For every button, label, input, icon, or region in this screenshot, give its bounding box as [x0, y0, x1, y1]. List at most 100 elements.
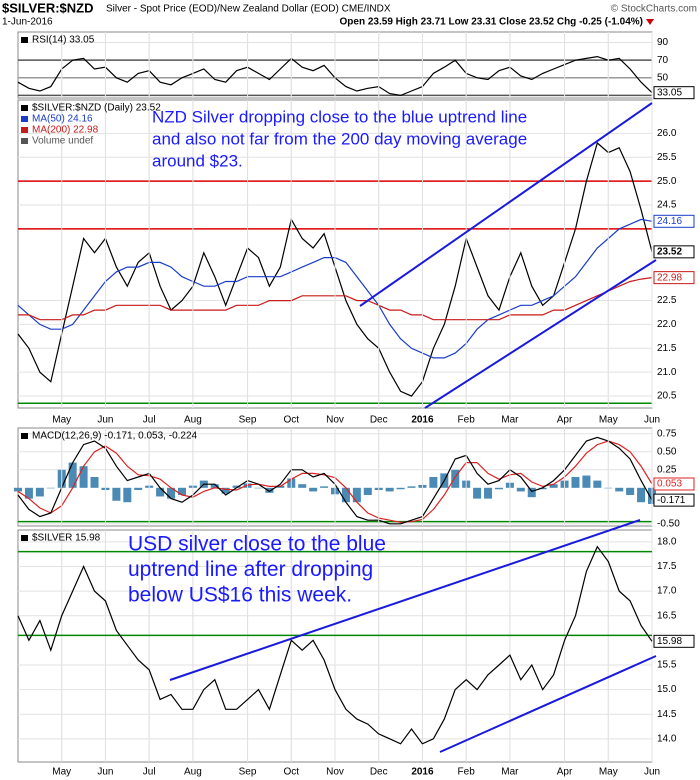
y-tick-label: 18.0: [657, 536, 677, 547]
x-tick-label: Feb: [458, 415, 476, 426]
legend-entry: $SILVER 15.98: [32, 533, 101, 544]
legend-entry: MA(200) 22.98: [32, 125, 99, 136]
y-tick-label: 0.50: [657, 446, 677, 457]
histogram-bar: [516, 487, 525, 492]
credit: © StockCharts.com: [611, 4, 697, 15]
histogram-bar: [221, 487, 230, 494]
overlay: 33.05 RSI(14) 33.05 23.52 24.16 22.98 $SILVER…: [21, 35, 695, 648]
histogram-bar: [385, 487, 394, 492]
x-tick-label: Dec: [370, 415, 388, 426]
histogram-bar: [123, 487, 132, 503]
value-tag: [653, 86, 695, 100]
x-tick-label: Mar: [501, 767, 519, 778]
value-tag: [653, 493, 695, 507]
histogram-bar: [46, 487, 55, 489]
histogram-bar: [473, 487, 482, 499]
x-tick-label: Jun: [644, 767, 660, 778]
annotation: below US$16 this week.: [128, 584, 352, 607]
y-tick-label: 50: [657, 72, 669, 83]
y-tick-label: 0.25: [657, 464, 677, 475]
x-tick-label: 2016: [411, 415, 434, 426]
histogram-bar: [626, 487, 635, 496]
legend-entry: $SILVER:$NZD (Daily) 23.52: [32, 103, 161, 114]
trend-line: [439, 655, 657, 753]
histogram-bar: [396, 487, 405, 490]
y-tick-label: 25.0: [657, 176, 677, 187]
annotation: USD silver close to the blue: [128, 533, 386, 556]
histogram-bar: [407, 486, 416, 488]
value-tag-label: 23.52: [657, 246, 682, 257]
legend-swatch: [21, 105, 28, 111]
histogram-bar: [320, 486, 329, 488]
value-tag-label: 15.98: [657, 636, 682, 647]
legend-swatch: [21, 138, 28, 144]
x-tick-label: Nov: [326, 415, 344, 426]
y-tick-label: 16.5: [657, 610, 677, 621]
value-tag: [653, 214, 695, 228]
histogram-bar: [571, 477, 580, 488]
x-tick-label: Sep: [239, 767, 257, 778]
legend-entry: Volume undef: [32, 136, 93, 147]
value-tag-label: 24.16: [657, 216, 682, 227]
histogram-bar: [494, 487, 503, 490]
date: 1-Jun-2016: [2, 17, 53, 28]
y-tick-label: 14.5: [657, 709, 677, 720]
histogram-bar: [79, 466, 88, 488]
histogram-bar: [24, 487, 33, 499]
y-tick-label: 90: [657, 37, 669, 48]
y-tick-label: 0.75: [657, 428, 677, 439]
x-tick-label: Nov: [326, 767, 344, 778]
y-tick-label: 24.5: [657, 200, 677, 211]
x-tick-label: Jul: [143, 415, 156, 426]
legend-swatch: [21, 433, 28, 439]
value-tag-label: 0.053: [657, 479, 682, 490]
histogram-bar: [363, 487, 372, 496]
x-tick-label: Feb: [458, 767, 476, 778]
legend-entry: MACD(12,26,9) -0.171, 0.053, -0.224: [32, 431, 198, 442]
description: Silver - Spot Price (EOD)/New Zealand Do…: [106, 4, 391, 15]
x-tick-label: Apr: [557, 767, 573, 778]
series-line: [17, 545, 653, 745]
histogram-bar: [232, 485, 241, 488]
trend-line: [169, 519, 641, 681]
y-tick-label: 15.5: [657, 660, 677, 671]
x-tick-label: Jun: [644, 415, 660, 426]
x-tick-label: Sep: [239, 415, 257, 426]
histogram-bar: [210, 484, 219, 488]
legend-swatch: [21, 37, 28, 43]
histogram-bar: [341, 487, 350, 503]
value-tag: [653, 245, 695, 259]
x-tick-label: Mar: [501, 415, 519, 426]
legend-swatch: [21, 535, 28, 541]
annotation: and also not far from the 200 day moving…: [152, 129, 527, 148]
value-tag: [653, 477, 695, 491]
histogram-bar: [134, 487, 143, 490]
histogram-bar: [265, 487, 274, 493]
y-tick-label: 26.0: [657, 128, 677, 139]
legend-swatch: [21, 116, 28, 122]
value-tag-label: 22.98: [657, 272, 682, 283]
histogram-bar: [156, 487, 165, 497]
histogram-bar: [527, 487, 536, 498]
histogram-bar: [298, 484, 307, 488]
x-tick-label: Oct: [283, 415, 299, 426]
histogram-bar: [35, 487, 44, 497]
down-arrow: [646, 19, 654, 25]
y-tick-label: 20.5: [657, 391, 677, 402]
y-tick-label: 21.0: [657, 367, 677, 378]
y-tick-label: 15.0: [657, 684, 677, 695]
histogram-bar: [14, 487, 22, 492]
histogram-bar: [177, 487, 186, 496]
histogram-bar: [615, 487, 624, 492]
quote: Open 23.59 High 23.71 Low 23.31 Close 23…: [340, 17, 643, 28]
trend-line: [424, 259, 657, 409]
annotation: uptrend line after dropping: [128, 558, 373, 581]
panels: 90 70 50 May Jun Jul Aug Sep Oct Nov Dec 2016 Feb Mar…: [14, 31, 680, 778]
histogram-bar: [309, 487, 318, 492]
histogram-bar: [254, 487, 263, 489]
x-tick-label: 2016: [411, 767, 434, 778]
x-tick-label: Aug: [184, 415, 202, 426]
x-tick-label: May: [52, 767, 71, 778]
value-tag: [653, 271, 695, 285]
